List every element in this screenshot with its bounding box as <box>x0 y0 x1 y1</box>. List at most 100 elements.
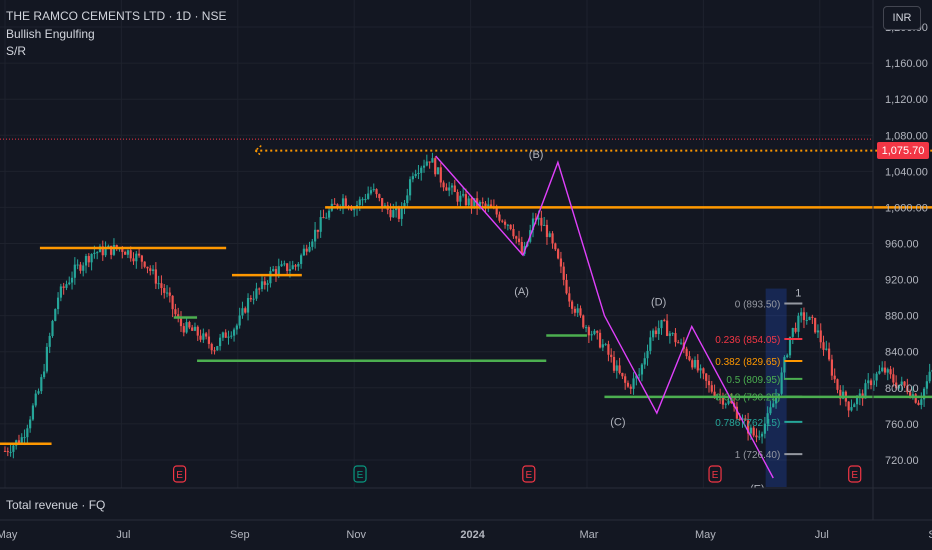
price-axis-tick: 880.00 <box>885 311 919 323</box>
candle-body <box>517 238 521 242</box>
candle-body <box>286 263 289 271</box>
candle-body <box>839 389 842 399</box>
candle-body <box>495 208 498 215</box>
total-revenue-pane-label[interactable]: Total revenue · FQ <box>6 498 106 512</box>
candle-body <box>744 418 747 421</box>
candle-body <box>749 427 752 434</box>
candle-body <box>741 418 744 421</box>
candle-body <box>238 315 241 326</box>
candle-body <box>520 241 523 254</box>
candle-body <box>805 319 808 321</box>
candle-body <box>727 400 730 404</box>
candle-body <box>721 396 725 405</box>
candle-body <box>615 365 618 371</box>
earnings-marker <box>848 465 862 483</box>
candle-body <box>590 334 593 336</box>
candle-body <box>498 214 501 221</box>
time-axis-tick: Jul <box>815 529 829 541</box>
candle-body <box>506 224 509 226</box>
candle-body <box>705 373 708 381</box>
candle-body <box>389 209 392 218</box>
candle-body <box>392 210 395 218</box>
candle-body <box>246 298 250 313</box>
indicator-sr[interactable]: S/R <box>6 44 27 58</box>
candle-body <box>68 282 71 285</box>
candle-body <box>562 266 565 280</box>
candle-body <box>361 199 364 201</box>
candle-body <box>395 208 398 211</box>
candle-body <box>808 316 811 320</box>
candle-body <box>886 369 889 373</box>
dotted-arrow-left <box>254 145 262 157</box>
candle-body <box>920 399 923 405</box>
candle-body <box>258 288 261 290</box>
candle-body <box>445 187 448 191</box>
candle-body <box>691 360 694 368</box>
price-axis-tick: 1,000.00 <box>885 202 928 214</box>
candle-body <box>350 207 353 211</box>
candle-body <box>305 248 308 252</box>
candle-body <box>869 380 873 386</box>
candle-body <box>900 381 903 385</box>
candle-body <box>96 252 99 254</box>
candle-body <box>864 383 867 399</box>
candle-body <box>548 233 551 237</box>
candle-body <box>302 248 306 256</box>
candle-body <box>568 293 571 302</box>
candle-body <box>84 256 88 266</box>
candle-body <box>735 406 739 419</box>
candle-body <box>151 269 155 271</box>
candle-body <box>467 198 470 206</box>
candle-body <box>319 217 322 232</box>
candle-body <box>185 322 188 333</box>
candle-body <box>688 356 691 361</box>
earnings-marker <box>708 465 722 483</box>
candle-body <box>847 401 850 411</box>
candle-body <box>364 198 367 200</box>
indicator-bullish-engulfing[interactable]: Bullish Engulfing <box>6 27 95 41</box>
candle-body <box>883 367 887 373</box>
candle-body <box>316 229 319 232</box>
candle-body <box>406 195 409 204</box>
candle-body <box>895 382 898 389</box>
fib-level-label: 0.236 (854.05) <box>715 335 780 346</box>
time-axis-tick: 2024 <box>460 529 485 541</box>
candle-body <box>788 336 792 356</box>
wave-label: (D) <box>651 297 666 309</box>
price-axis-tick: 920.00 <box>885 275 919 287</box>
candle-body <box>277 266 280 275</box>
candle-body <box>358 199 361 206</box>
candle-body <box>188 322 191 328</box>
candle-body <box>478 202 482 207</box>
candle-body <box>297 263 300 267</box>
candle-body <box>897 384 901 389</box>
candle-body <box>411 176 414 180</box>
candle-body <box>769 407 772 414</box>
candle-body <box>632 378 635 389</box>
candle-body <box>294 265 297 267</box>
candle-body <box>515 236 518 239</box>
candle-body <box>249 298 252 300</box>
candle-body <box>593 330 596 335</box>
candle-body <box>596 330 599 333</box>
candle-body <box>481 202 484 204</box>
price-axis-tick: 1,040.00 <box>885 166 928 178</box>
candle-body <box>422 165 426 168</box>
candle-body <box>607 344 610 355</box>
candle-body <box>755 435 758 438</box>
chart-title[interactable]: THE RAMCO CEMENTS LTD · 1D · NSE <box>6 9 227 23</box>
candle-body <box>375 189 378 195</box>
candle-body <box>182 326 185 333</box>
candle-body <box>573 308 576 313</box>
candle-body <box>464 194 468 206</box>
candle-body <box>786 355 789 358</box>
candle-body <box>40 377 43 392</box>
candle-body <box>110 245 113 255</box>
candle-body <box>668 333 671 336</box>
candle-body <box>571 301 574 309</box>
candle-body <box>230 335 233 337</box>
candle-body <box>417 172 420 174</box>
candle-body <box>554 243 557 250</box>
currency-button[interactable]: INR <box>883 6 921 30</box>
